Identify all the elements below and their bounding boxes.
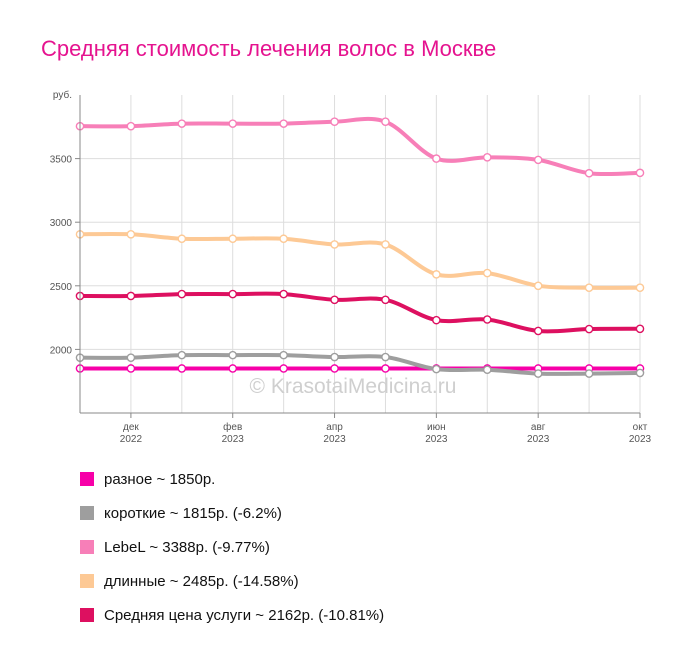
series-line — [78, 291, 642, 334]
data-point — [635, 168, 645, 178]
data-point — [381, 295, 390, 305]
y-tick-label: 2000 — [50, 345, 73, 356]
data-point — [177, 119, 187, 128]
data-point — [432, 315, 441, 325]
data-point — [635, 283, 645, 293]
data-point — [126, 121, 136, 131]
data-point — [432, 270, 441, 279]
x-tick-year-label: 2023 — [629, 434, 652, 445]
x-tick-year-label: 2023 — [425, 434, 448, 445]
series-line — [78, 231, 642, 290]
data-point — [432, 154, 441, 163]
data-point — [330, 364, 339, 373]
data-point — [330, 295, 339, 305]
series-1 — [75, 350, 645, 378]
data-point — [279, 234, 288, 244]
x-tick-year-label: 2022 — [120, 434, 143, 445]
data-point — [279, 289, 288, 299]
data-point — [279, 350, 288, 360]
x-tick-label: апр — [326, 422, 343, 433]
x-tick-year-label: 2023 — [527, 434, 550, 445]
chart-title: Средняя стоимость лечения волос в Москве — [41, 36, 497, 61]
legend-swatch — [80, 574, 94, 588]
legend-label: LebeL ~ 3388р. (-9.77%) — [104, 538, 270, 556]
data-point — [228, 119, 238, 128]
series-0 — [75, 364, 645, 373]
data-point — [177, 289, 187, 299]
data-point — [584, 369, 594, 378]
axes: 2000250030003500руб.дек2022фев2023апр202… — [50, 89, 652, 445]
data-point — [177, 364, 187, 373]
y-unit-label: руб. — [53, 89, 72, 101]
legend-item: разное ~ 1850р. — [80, 462, 384, 496]
data-point — [330, 352, 339, 362]
series-line — [78, 352, 642, 376]
y-tick-label: 2500 — [50, 282, 73, 293]
series-4 — [75, 289, 645, 336]
y-tick-label: 3000 — [50, 218, 73, 229]
series-line — [78, 116, 642, 177]
legend: разное ~ 1850р. короткие ~ 1815р. (-6.2%)… — [80, 462, 384, 632]
data-point — [381, 364, 390, 373]
legend-item: LebeL ~ 3388р. (-9.77%) — [80, 530, 384, 564]
data-point — [533, 155, 543, 165]
data-point — [584, 283, 594, 293]
y-tick-label: 3500 — [50, 155, 73, 166]
legend-label: длинные ~ 2485р. (-14.58%) — [104, 572, 299, 590]
data-point — [482, 315, 492, 324]
data-point — [482, 153, 492, 162]
data-point — [482, 365, 492, 375]
data-point — [228, 364, 238, 373]
legend-item: длинные ~ 2485р. (-14.58%) — [80, 564, 384, 598]
series-2 — [75, 116, 645, 178]
legend-label: Средняя цена услуги ~ 2162р. (-10.81%) — [104, 606, 385, 624]
data-point — [279, 119, 288, 128]
x-tick-label: дек — [123, 422, 139, 433]
series — [75, 116, 645, 378]
data-point — [381, 117, 390, 127]
legend-swatch — [80, 506, 94, 520]
data-point — [330, 117, 339, 127]
legend-item: Средняя цена услуги ~ 2162р. (-10.81%) — [80, 598, 384, 632]
data-point — [533, 326, 543, 336]
data-point — [177, 234, 187, 244]
data-point — [177, 350, 187, 360]
data-point — [228, 350, 238, 360]
x-tick-label: фев — [223, 421, 242, 433]
legend-label: разное ~ 1850р. — [104, 470, 216, 488]
data-point — [584, 324, 594, 334]
data-point — [482, 268, 492, 278]
data-point — [381, 352, 390, 362]
data-point — [330, 240, 339, 249]
data-point — [635, 368, 645, 378]
data-point — [584, 168, 594, 178]
x-tick-label: окт — [633, 422, 648, 433]
legend-swatch — [80, 540, 94, 554]
data-point — [381, 240, 390, 249]
data-point — [126, 364, 136, 373]
data-point — [635, 324, 645, 334]
legend-label: короткие ~ 1815р. (-6.2%) — [104, 504, 282, 522]
data-point — [126, 229, 136, 239]
data-point — [432, 364, 441, 374]
watermark: © KrasotaiMedicina.ru — [250, 375, 457, 398]
data-point — [279, 364, 288, 373]
data-point — [533, 281, 543, 291]
x-tick-label: июн — [427, 422, 446, 433]
data-point — [228, 234, 238, 244]
legend-item: короткие ~ 1815р. (-6.2%) — [80, 496, 384, 530]
grid — [79, 95, 641, 413]
series-3 — [75, 229, 645, 293]
legend-swatch — [80, 608, 94, 622]
x-tick-year-label: 2023 — [323, 434, 346, 445]
data-point — [126, 353, 136, 362]
data-point — [126, 291, 136, 301]
legend-swatch — [80, 472, 94, 486]
data-point — [533, 369, 543, 378]
data-point — [228, 289, 238, 299]
x-tick-label: авг — [531, 422, 546, 433]
x-tick-year-label: 2023 — [222, 434, 245, 445]
